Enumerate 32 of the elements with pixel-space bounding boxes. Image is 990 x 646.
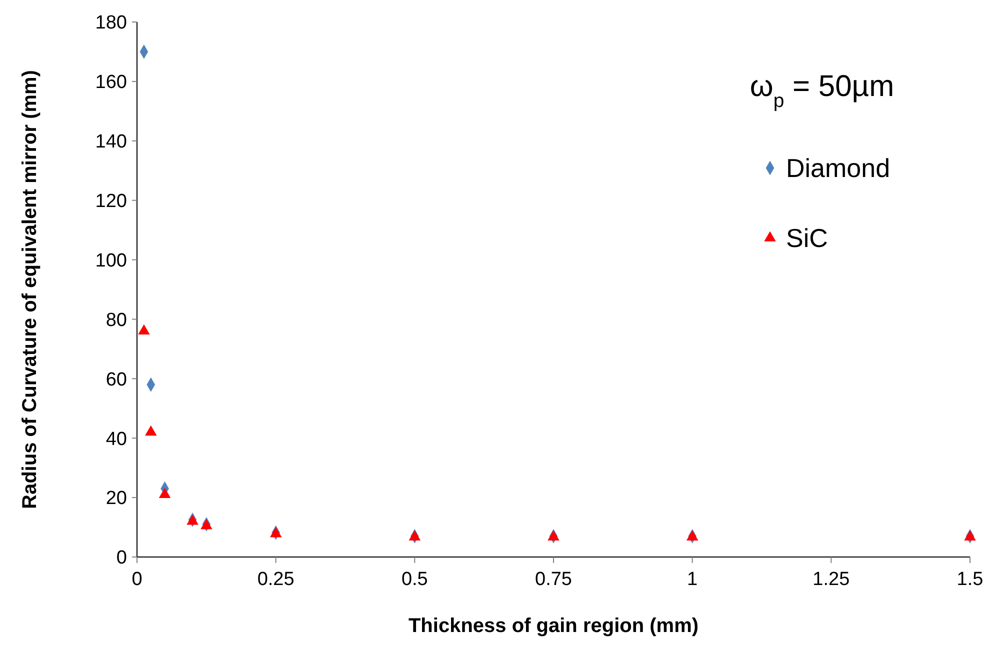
x-tick-label: 0.75 (535, 569, 572, 590)
y-tick-label: 160 (95, 72, 127, 94)
x-tick-label: 0.25 (257, 569, 294, 590)
legend-label: SiC (786, 223, 828, 254)
point (158, 488, 171, 498)
x-tick-label: 1.5 (956, 569, 984, 590)
x-tick-label: 1 (687, 569, 698, 590)
x-tick-label: 0 (132, 569, 142, 590)
y-tick-label: 80 (106, 310, 127, 331)
point (686, 530, 698, 540)
y-tick-label: 0 (116, 548, 127, 569)
y-tick-label: 20 (106, 488, 127, 510)
y-axis-title: Radius of Curvature of equivalent mirror (mm) (19, 70, 41, 509)
x-tick-label: 0.5 (401, 569, 428, 590)
y-tick-label: 40 (106, 428, 127, 450)
x-axis-title: Thickness of gain region (mm) (408, 615, 699, 637)
y-tick-label: 60 (106, 369, 127, 390)
annotation: ω$_{p}$ = 50µm (750, 70, 894, 112)
y-tick-label: 140 (95, 132, 127, 153)
y-tick-label: 180 (95, 12, 127, 34)
point (144, 425, 157, 436)
y-tick-label: 100 (95, 250, 127, 272)
point (964, 530, 976, 540)
point (138, 324, 150, 335)
point (200, 518, 212, 530)
point (186, 514, 198, 525)
point (408, 530, 421, 540)
y-tick-label: 120 (95, 190, 127, 212)
x-tick-label: 1.25 (812, 569, 850, 590)
point (548, 530, 560, 540)
point (270, 527, 282, 538)
legend-label: Diamond (786, 153, 890, 184)
